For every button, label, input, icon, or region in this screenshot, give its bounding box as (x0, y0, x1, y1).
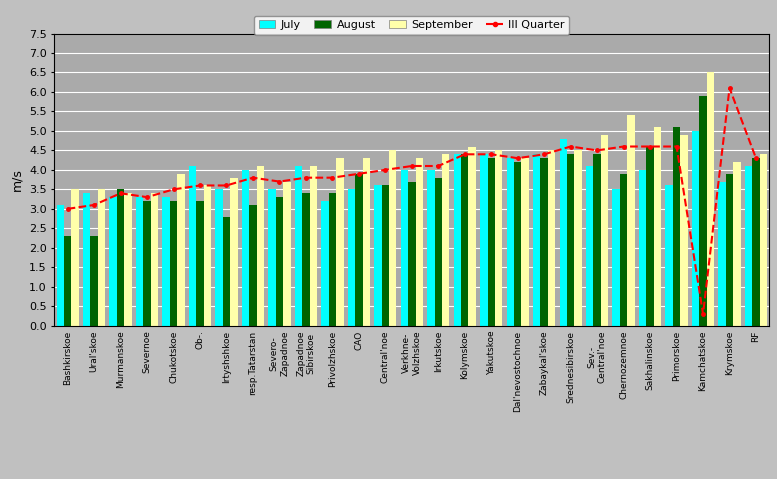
Bar (733, 162, 740, 326)
Bar (461, 154, 469, 326)
Bar (294, 166, 302, 326)
Bar (665, 185, 673, 326)
Bar (692, 131, 699, 326)
Bar (699, 96, 707, 326)
Bar (559, 139, 567, 326)
Bar (256, 166, 264, 326)
Bar (401, 170, 408, 326)
Bar (90, 236, 98, 326)
Bar (83, 193, 90, 326)
Bar (363, 158, 370, 326)
Bar (653, 127, 661, 326)
Bar (507, 158, 514, 326)
Bar (223, 217, 230, 326)
Bar (620, 174, 627, 326)
Bar (639, 170, 646, 326)
Bar (355, 174, 363, 326)
Bar (586, 166, 594, 326)
Bar (681, 135, 688, 326)
Bar (124, 193, 131, 326)
Y-axis label: m/s: m/s (10, 168, 23, 191)
Bar (143, 201, 151, 326)
Bar (726, 174, 733, 326)
Bar (495, 150, 503, 326)
Bar (64, 236, 71, 326)
Bar (745, 166, 752, 326)
Bar (487, 158, 495, 326)
Bar (189, 166, 197, 326)
Bar (760, 154, 767, 326)
Bar (514, 162, 521, 326)
Bar (612, 189, 620, 326)
Bar (329, 193, 336, 326)
Bar (375, 185, 382, 326)
Bar (567, 154, 574, 326)
Bar (162, 197, 170, 326)
Bar (442, 154, 449, 326)
Bar (434, 178, 442, 326)
Bar (416, 158, 423, 326)
Bar (170, 201, 177, 326)
Bar (110, 197, 117, 326)
Bar (336, 158, 343, 326)
Bar (382, 185, 389, 326)
Bar (276, 197, 283, 326)
Bar (574, 150, 582, 326)
Bar (408, 182, 416, 326)
Bar (151, 193, 159, 326)
Bar (197, 201, 204, 326)
Bar (268, 189, 276, 326)
Bar (230, 178, 238, 326)
Bar (98, 189, 105, 326)
Bar (521, 158, 529, 326)
Bar (427, 170, 434, 326)
Bar (136, 197, 143, 326)
Bar (249, 205, 256, 326)
Bar (454, 154, 461, 326)
Bar (752, 158, 760, 326)
Bar (177, 174, 185, 326)
Bar (117, 189, 124, 326)
Bar (242, 170, 249, 326)
Bar (594, 154, 601, 326)
Bar (71, 189, 78, 326)
Bar (533, 154, 541, 326)
Bar (302, 193, 309, 326)
Bar (204, 185, 211, 326)
Bar (309, 166, 317, 326)
Bar (541, 158, 548, 326)
Bar (57, 205, 64, 326)
Bar (321, 201, 329, 326)
Bar (719, 182, 726, 326)
Bar (348, 189, 355, 326)
Bar (627, 115, 635, 326)
Bar (673, 127, 681, 326)
Bar (215, 189, 223, 326)
Bar (480, 154, 487, 326)
Bar (283, 182, 291, 326)
Bar (469, 147, 476, 326)
Bar (389, 150, 396, 326)
Bar (548, 150, 556, 326)
Bar (601, 135, 608, 326)
Legend: July, August, September, III Quarter: July, August, September, III Quarter (254, 16, 570, 34)
Bar (707, 72, 714, 326)
Bar (646, 147, 653, 326)
